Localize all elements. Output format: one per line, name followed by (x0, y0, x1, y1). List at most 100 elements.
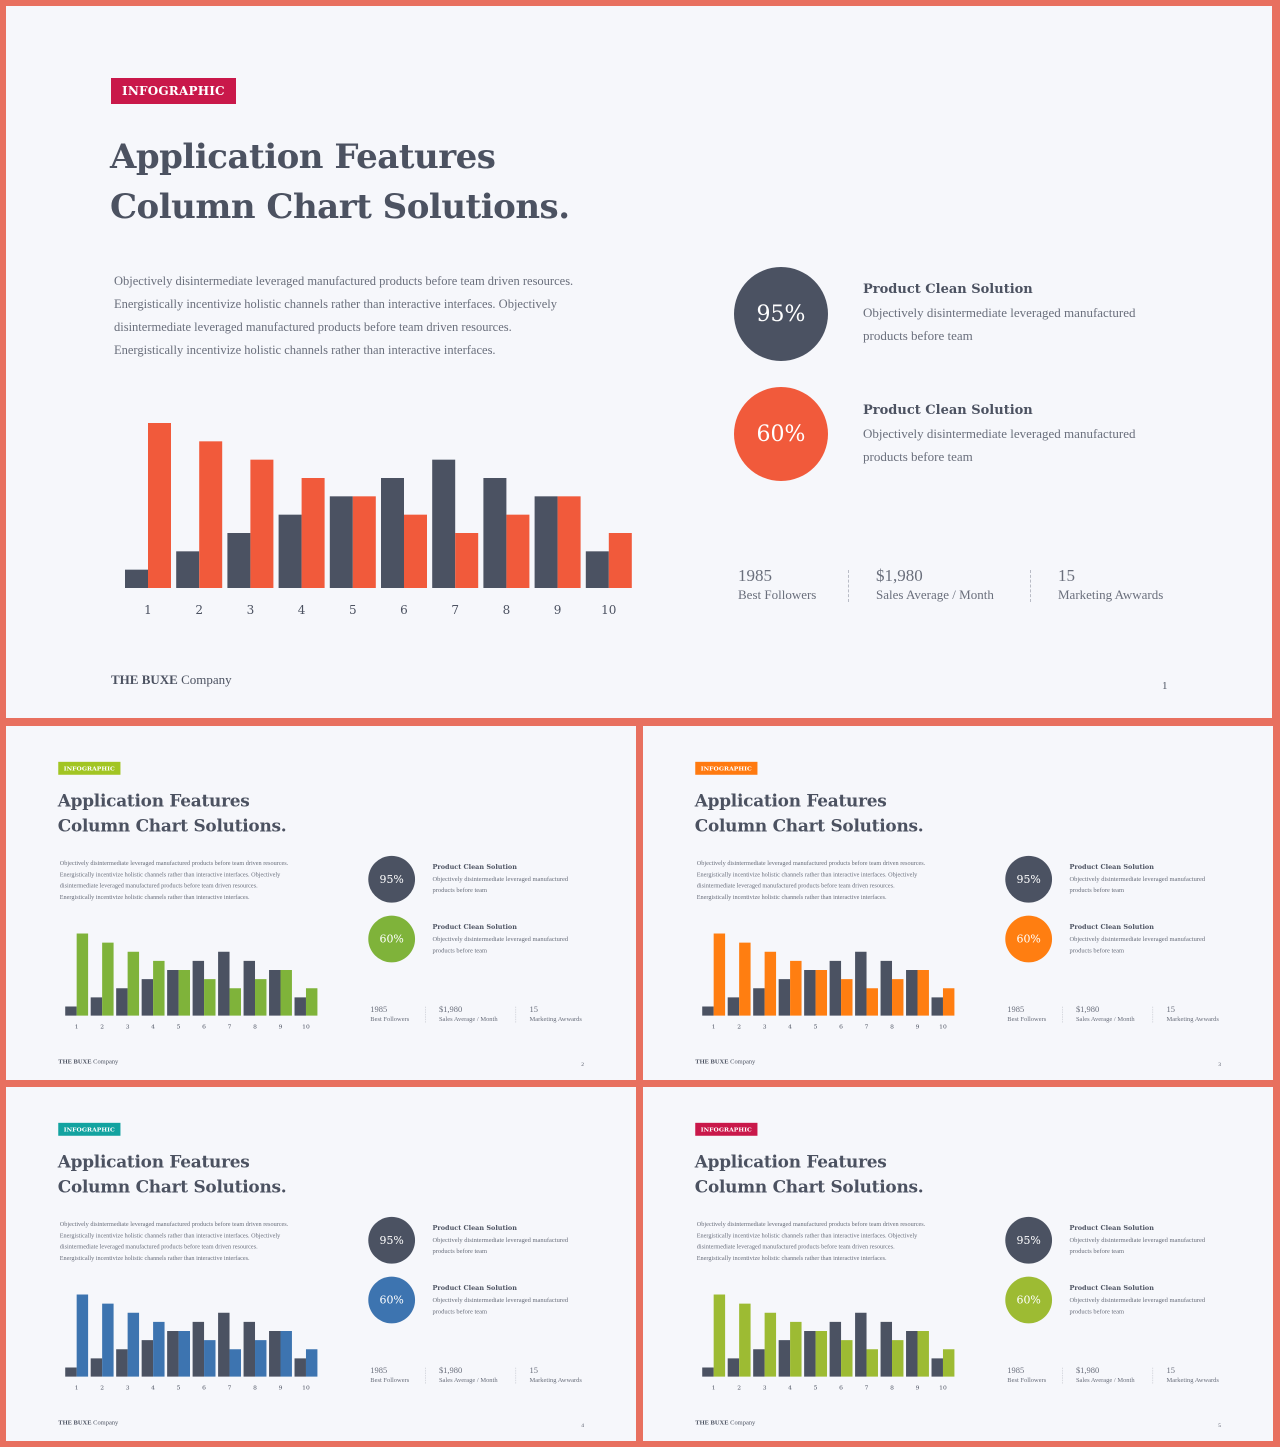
x-tick-label: 10 (302, 1385, 310, 1392)
x-tick-label: 9 (279, 1385, 283, 1392)
feature-line: products before team (432, 1307, 488, 1315)
bar-accent-1 (148, 423, 171, 588)
stat-label: Sales Average / Month (438, 1015, 498, 1023)
x-tick-label: 8 (503, 603, 511, 617)
percent-circle-accent: 60% (368, 915, 416, 963)
company-brand: THE BUXE Company (695, 1057, 755, 1065)
stat-label: Marketing Awwards (1166, 1015, 1219, 1023)
bar-accent-9 (917, 970, 929, 1016)
x-tick-label: 1 (712, 1385, 716, 1392)
slide-4[interactable]: INFOGRAPHIC Application Features Column … (6, 1087, 636, 1441)
percent-circle-dark: 95% (368, 855, 416, 903)
x-tick-label: 9 (554, 603, 562, 617)
stat-value: 15 (1166, 1365, 1175, 1376)
infographic-badge: INFOGRAPHIC (695, 761, 758, 775)
feature-line: products before team (432, 1247, 488, 1255)
feature-line: products before team (432, 946, 488, 954)
stat-sales: $1,980 Sales Average / Month (439, 1005, 498, 1023)
body-line: Energistically incentivize holistic chan… (59, 893, 250, 901)
brand-rest: Company (728, 1057, 756, 1065)
page-number: 1 (1162, 680, 1168, 692)
stat-value: $1,980 (438, 1365, 463, 1376)
feature-title: Product Clean Solution (1069, 1224, 1154, 1232)
x-tick-label: 3 (763, 1385, 767, 1392)
stat-value: 15 (1166, 1004, 1175, 1015)
brand-bold: THE BUXE (58, 1057, 92, 1065)
brand-rest: Company (91, 1057, 119, 1065)
bar-accent-10 (608, 533, 632, 588)
bar-accent-4 (790, 960, 802, 1016)
body-line: Energistically incentivize holistic chan… (696, 870, 918, 878)
bar-dark-4 (778, 1340, 791, 1377)
column-chart: 1 2 3 4 5 6 7 8 9 10 (702, 933, 955, 1031)
bar-accent-2 (102, 1303, 114, 1377)
feature-line: Objectively disintermediate leveraged ma… (432, 1235, 569, 1244)
stat-divider (1030, 570, 1031, 602)
feature-description: Objectively disintermediate leveraged ma… (1069, 1294, 1233, 1317)
brand-bold: THE BUXE (695, 1418, 729, 1426)
bar-accent-1 (76, 1294, 89, 1377)
bar-dark-6 (192, 960, 205, 1016)
feature-description: Objectively disintermediate leveraged ma… (432, 1294, 596, 1317)
bar-accent-8 (892, 1340, 904, 1377)
feature-line: products before team (863, 328, 973, 343)
slide-5[interactable]: INFOGRAPHIC Application Features Column … (643, 1087, 1273, 1441)
x-tick-label: 5 (814, 1024, 818, 1031)
feature-block: Product Clean Solution Objectively disin… (1069, 924, 1233, 956)
x-tick-label: 1 (75, 1385, 79, 1392)
brand-bold: THE BUXE (111, 672, 178, 687)
bar-dark-5 (804, 1331, 816, 1377)
bar-accent-2 (739, 1303, 751, 1377)
x-tick-label: 1 (144, 603, 152, 617)
percent-circle-dark: 95% (368, 1216, 416, 1264)
feature-title: Product Clean Solution (432, 1284, 517, 1293)
bar-dark-2 (90, 1358, 103, 1377)
body-line: Energistically incentivize holistic chan… (59, 1254, 250, 1262)
percent-circle-accent: 60% (1005, 915, 1053, 963)
bar-dark-3 (227, 533, 251, 588)
title-line-2: Column Chart Solutions. (694, 1177, 924, 1197)
stat-value: 1985 (370, 1004, 388, 1015)
feature-block: Product Clean Solution Objectively disin… (1069, 1224, 1233, 1256)
body-line: Energistically incentivize holistic chan… (59, 870, 281, 878)
title-line-1: Application Features (694, 791, 887, 812)
bar-accent-9 (280, 1331, 292, 1377)
bar-accent-6 (404, 514, 427, 588)
bar-accent-8 (255, 979, 267, 1016)
slide-2[interactable]: INFOGRAPHIC Application Features Column … (6, 726, 636, 1080)
stat-followers: 1985 Best Followers (1007, 1005, 1046, 1023)
company-brand: THE BUXE Company (695, 1418, 755, 1426)
infographic-badge: INFOGRAPHIC (111, 78, 236, 104)
page-number: 2 (581, 1061, 584, 1068)
x-tick-label: 3 (126, 1024, 130, 1031)
bar-dark-9 (906, 1331, 918, 1377)
stat-value: $1,980 (438, 1004, 463, 1015)
bar-dark-10 (931, 997, 943, 1016)
feature-title: Product Clean Solution (432, 1224, 517, 1232)
x-tick-label: 5 (349, 603, 357, 617)
slide-3[interactable]: INFOGRAPHIC Application Features Column … (643, 726, 1273, 1080)
stat-value: 1985 (1007, 1004, 1025, 1015)
bar-dark-3 (753, 988, 765, 1016)
stat-sales: $1,980 Sales Average / Month (439, 1366, 498, 1384)
feature-title: Product Clean Solution (432, 923, 517, 932)
bar-dark-6 (192, 1321, 205, 1377)
x-tick-label: 10 (939, 1385, 947, 1392)
body-line: Energistically incentivize holistic chan… (696, 893, 887, 901)
bar-dark-2 (176, 551, 200, 588)
bar-dark-1 (702, 1367, 714, 1377)
bar-dark-9 (269, 970, 281, 1016)
slide-1[interactable]: INFOGRAPHIC Application Features Column … (6, 6, 1272, 718)
bar-accent-9 (917, 1331, 929, 1377)
bar-dark-8 (880, 960, 893, 1016)
x-tick-label: 1 (712, 1024, 716, 1031)
percent-circle-dark: 95% (1005, 855, 1053, 903)
feature-title: Product Clean Solution (1069, 923, 1154, 932)
bar-dark-10 (585, 551, 609, 588)
body-line: Objectively disintermediate leveraged ma… (696, 859, 926, 867)
stat-label: Sales Average / Month (876, 587, 994, 602)
x-tick-label: 9 (279, 1024, 283, 1031)
stat-value: 1985 (370, 1365, 388, 1376)
x-tick-label: 9 (916, 1024, 920, 1031)
stat-awards: 15 Marketing Awwards (530, 1005, 582, 1023)
